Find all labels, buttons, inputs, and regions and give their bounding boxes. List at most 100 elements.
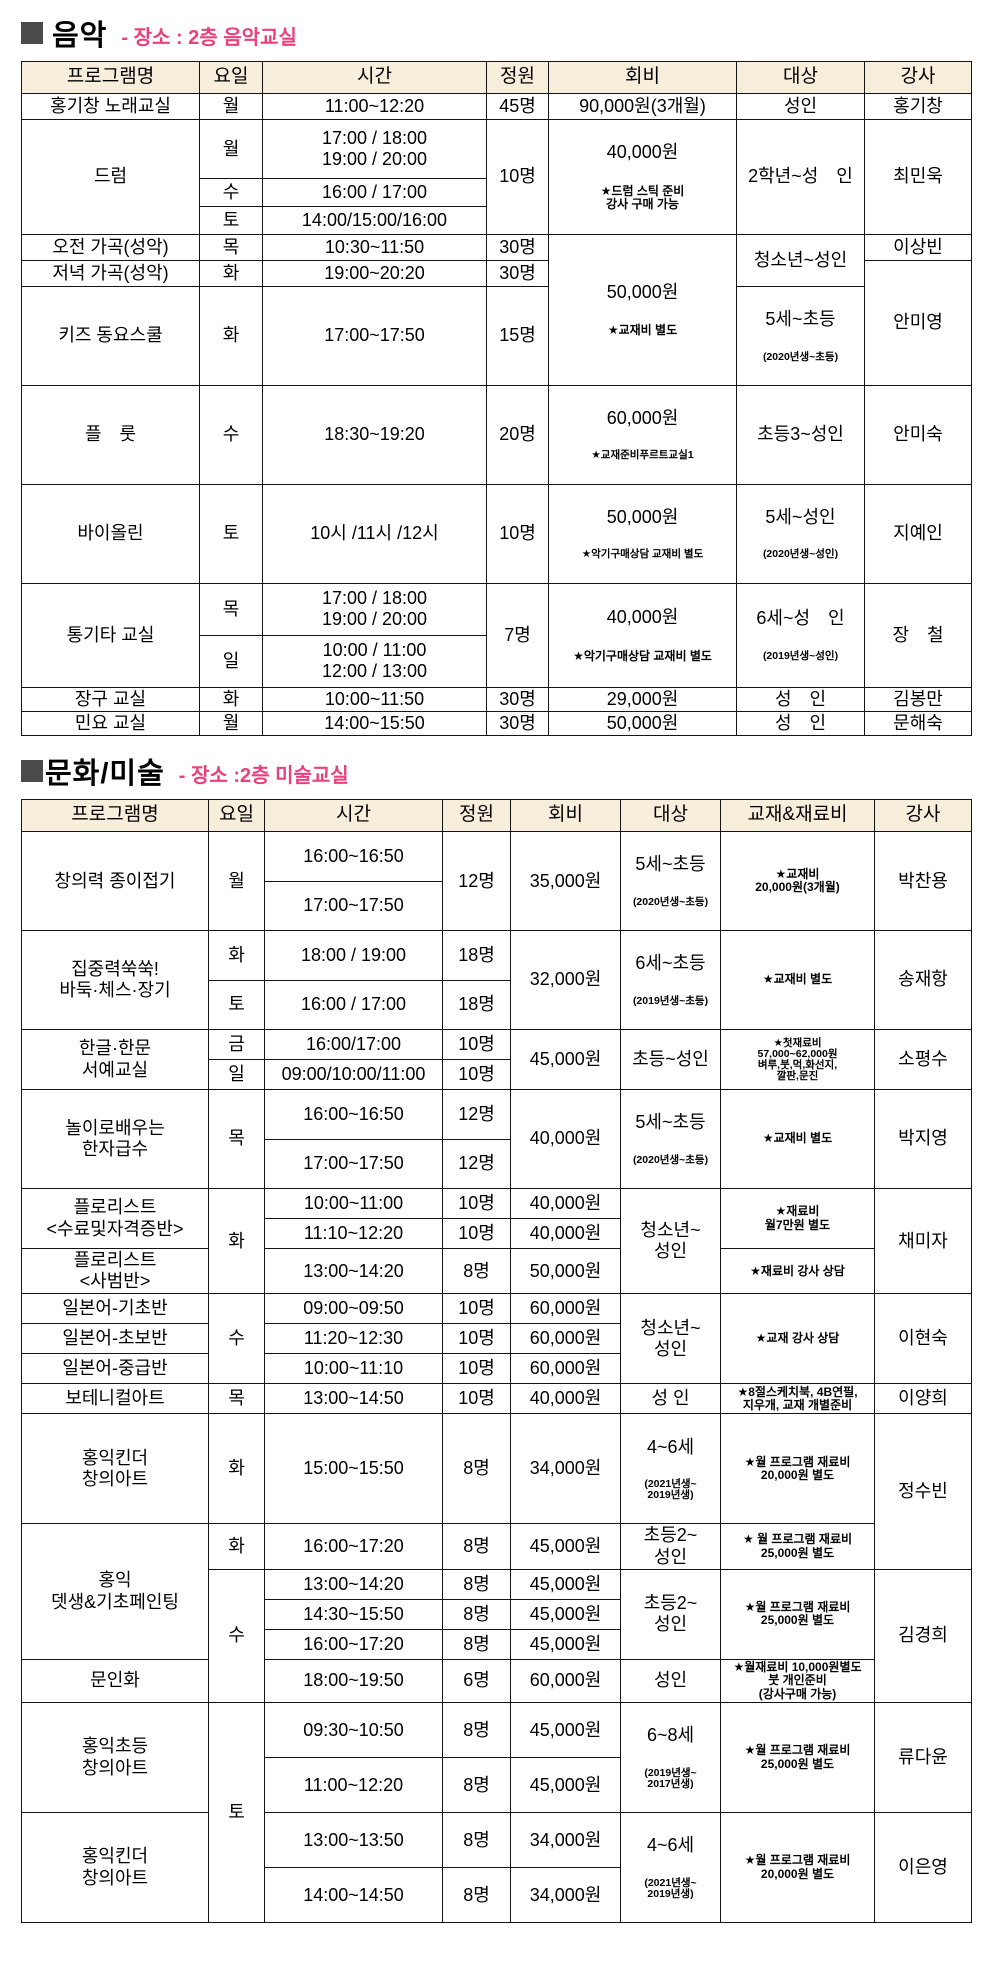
teacher: 박찬용 [874, 831, 972, 932]
teacher: 송재항 [874, 930, 972, 1031]
time: 18:00 / 19:00 [264, 930, 443, 981]
fee: 34,000원 [510, 1867, 621, 1924]
fee: 60,000원 [510, 1353, 621, 1385]
teacher: 이상빈 [864, 233, 972, 261]
program-name: 홍익킨더 창의아트 [21, 1413, 209, 1525]
col-header-fee: 회비 [548, 61, 737, 94]
program-name: 통기타 교실 [21, 582, 200, 688]
fee: 90,000원(3개월) [548, 93, 737, 120]
target-main: 6~8세 [646, 1725, 695, 1746]
program-name: 집중력쑥쑥! 바둑·체스·장기 [21, 930, 209, 1031]
art-schedule-table: 프로그램명 요일 시간 정원 회비 대상 교재&재료비 강사 창의력 종이접기 … [21, 799, 972, 1924]
target-main: 4~6세 [646, 1436, 695, 1457]
fee-amount: 50,000원 [606, 506, 679, 527]
capacity: 18명 [442, 979, 511, 1031]
time: 14:00~15:50 [262, 710, 487, 737]
target-main: 4~6세 [646, 1835, 695, 1856]
teacher: 류다윤 [874, 1702, 972, 1814]
materials: ★월 프로그램 재료비 20,000원 별도 [720, 1812, 875, 1924]
col-header-program: 프로그램명 [21, 799, 209, 833]
materials: ★교재비 20,000원(3개월) [720, 831, 875, 932]
capacity: 10명 [442, 1059, 511, 1091]
table-row: 일 10:00 / 11:00 12:00 / 13:00 [22, 634, 972, 688]
materials: ★교재비 별도 [720, 930, 875, 1031]
target-main: 5세~초등 [765, 309, 836, 330]
capacity: 8명 [442, 1867, 511, 1924]
target: 청소년~성인 [736, 233, 865, 287]
fee-amount: 50,000원 [606, 281, 679, 302]
program-name: 바이올린 [21, 483, 200, 584]
fee-note: ★드럼 스틱 준비 강사 구매 가능 [600, 183, 685, 212]
fee: 34,000원 [510, 1413, 621, 1525]
capacity: 8명 [442, 1568, 511, 1600]
target-main: 5세~초등 [635, 854, 706, 875]
day: 토 [199, 206, 263, 235]
col-header-fee: 회비 [510, 799, 621, 833]
fee: 60,000원 [510, 1293, 621, 1325]
program-name: 홍익 뎃생&기초페인팅 [21, 1523, 209, 1660]
capacity: 6명 [442, 1658, 511, 1704]
time: 09:00/10:00/11:00 [264, 1059, 443, 1091]
capacity: 30명 [486, 233, 549, 261]
music-section-name: 음악 [52, 20, 108, 52]
col-header-time: 시간 [262, 61, 487, 94]
time: 10시 /11시 /12시 [262, 483, 487, 584]
fee-amount: 40,000원 [606, 142, 679, 163]
materials: ★첫재료비 57,000~62,000원 벼루,붓,먹,화선지, 깔판,문진 [720, 1029, 875, 1091]
program-name: 드럼 [21, 119, 200, 235]
col-header-target: 대상 [736, 61, 865, 94]
day: 화 [208, 1523, 265, 1570]
day: 월 [199, 710, 263, 737]
col-header-time: 시간 [264, 799, 443, 833]
section-square-icon [21, 760, 43, 783]
capacity: 10명 [486, 119, 549, 235]
target: 성인 [620, 1658, 721, 1704]
fee: 50,000원 ★악기구매상담 교재비 별도 [548, 483, 737, 584]
day: 토 [208, 1702, 265, 1924]
program-name: 일본어-초보반 [21, 1323, 209, 1355]
table-row: 문인화 18:00~19:50 6명 60,000원 성인 ★월재료비 10,0… [21, 1658, 972, 1704]
program-name: 키즈 동요스쿨 [21, 285, 200, 386]
time: 10:00~11:50 [262, 686, 487, 712]
program-name: 일본어-중급반 [21, 1353, 209, 1385]
time: 14:00~14:50 [264, 1867, 443, 1924]
fee: 50,000원 [548, 710, 737, 737]
program-name: 플 룻 [21, 384, 200, 485]
target-note: (2019년생~ 2017년생) [644, 1766, 697, 1790]
target: 성 인 [736, 710, 865, 737]
teacher: 안미숙 [864, 384, 972, 485]
materials: ★월 프로그램 재료비 20,000원 별도 [720, 1413, 875, 1525]
day: 일 [199, 634, 263, 688]
fee: 45,000원 [510, 1628, 621, 1660]
day: 월 [199, 93, 263, 120]
col-header-teacher: 강사 [864, 61, 972, 94]
fee: 60,000원 [510, 1658, 621, 1704]
time: 16:00~17:20 [264, 1523, 443, 1570]
day: 수 [199, 384, 263, 485]
capacity: 10명 [442, 1188, 511, 1219]
fee-amount: 60,000원 [606, 408, 679, 428]
art-header-row: 프로그램명 요일 시간 정원 회비 대상 교재&재료비 강사 [21, 799, 972, 833]
teacher: 채미자 [874, 1187, 972, 1295]
target-main: 5세~초등 [635, 1112, 706, 1133]
time: 16:00 / 17:00 [264, 979, 443, 1031]
fee: 40,000원 ★악기구매상담 교재비 별도 [548, 582, 737, 688]
target: 초등2~ 성인 [620, 1523, 721, 1570]
program-name: 한글·한문 서예교실 [21, 1029, 209, 1091]
target: 6세~성 인 (2019년생~성인) [736, 582, 865, 688]
target-main: 6세~초등 [635, 953, 706, 974]
time: 16:00~16:50 [264, 1089, 443, 1140]
time: 11:20~12:30 [264, 1323, 443, 1355]
col-header-capacity: 정원 [486, 61, 549, 94]
time: 10:00 / 11:00 12:00 / 13:00 [262, 634, 487, 688]
fee: 40,000원 [510, 1383, 621, 1415]
program-name: 민요 교실 [21, 710, 200, 737]
fee: 40,000원 [510, 1089, 621, 1189]
capacity: 45명 [486, 93, 549, 120]
target: 6~8세 (2019년생~ 2017년생) [620, 1702, 721, 1814]
capacity: 7명 [486, 582, 549, 688]
program-name: 홍익킨더 창의아트 [21, 1812, 209, 1924]
table-row: 일 09:00/10:00/11:00 10명 [22, 1059, 972, 1091]
target-note: (2020년생~성인) [762, 548, 839, 561]
